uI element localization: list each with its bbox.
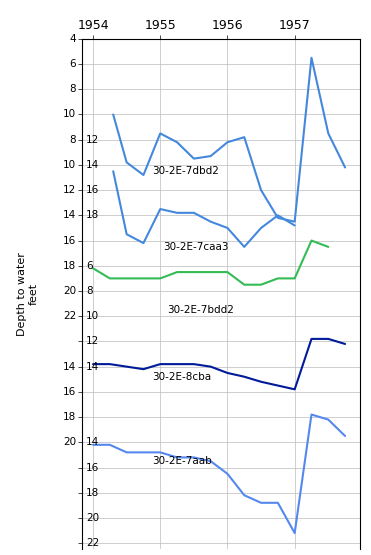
Text: 10: 10 [86, 311, 99, 321]
Text: 12: 12 [86, 135, 99, 145]
Text: 16: 16 [86, 462, 99, 472]
Text: 22: 22 [86, 538, 99, 548]
Text: 14: 14 [86, 160, 99, 170]
Text: 6: 6 [86, 261, 92, 271]
Text: 6: 6 [69, 59, 76, 69]
Text: 18: 18 [63, 261, 76, 271]
Text: 10: 10 [63, 160, 76, 170]
Text: 16: 16 [86, 185, 99, 195]
Text: 4: 4 [69, 34, 76, 44]
Text: 18: 18 [63, 412, 76, 422]
Text: 30-2E-7bdd2: 30-2E-7bdd2 [167, 305, 234, 315]
Text: 20: 20 [63, 286, 76, 296]
Text: 22: 22 [63, 311, 76, 321]
Text: 8: 8 [69, 135, 76, 145]
Text: 30-2E-7caa3: 30-2E-7caa3 [164, 242, 229, 252]
Text: 12: 12 [63, 185, 76, 195]
Y-axis label: Depth to water
feet: Depth to water feet [17, 252, 39, 336]
Text: 10: 10 [63, 109, 76, 119]
Text: 14: 14 [63, 362, 76, 372]
Text: 12: 12 [86, 336, 99, 346]
Text: 20: 20 [63, 437, 76, 447]
Text: 20: 20 [86, 513, 99, 523]
Text: 16: 16 [63, 235, 76, 245]
Text: 8: 8 [69, 84, 76, 94]
Text: 16: 16 [63, 387, 76, 397]
Text: 30-2E-8cba: 30-2E-8cba [152, 372, 211, 382]
Text: 30-2E-7aab: 30-2E-7aab [152, 456, 212, 466]
Text: 14: 14 [86, 437, 99, 447]
Text: 14: 14 [86, 362, 99, 372]
Text: 14: 14 [63, 210, 76, 220]
Text: 18: 18 [86, 488, 99, 498]
Text: 8: 8 [86, 286, 92, 296]
Text: 18: 18 [86, 210, 99, 220]
Text: 30-2E-7dbd2: 30-2E-7dbd2 [152, 166, 219, 176]
